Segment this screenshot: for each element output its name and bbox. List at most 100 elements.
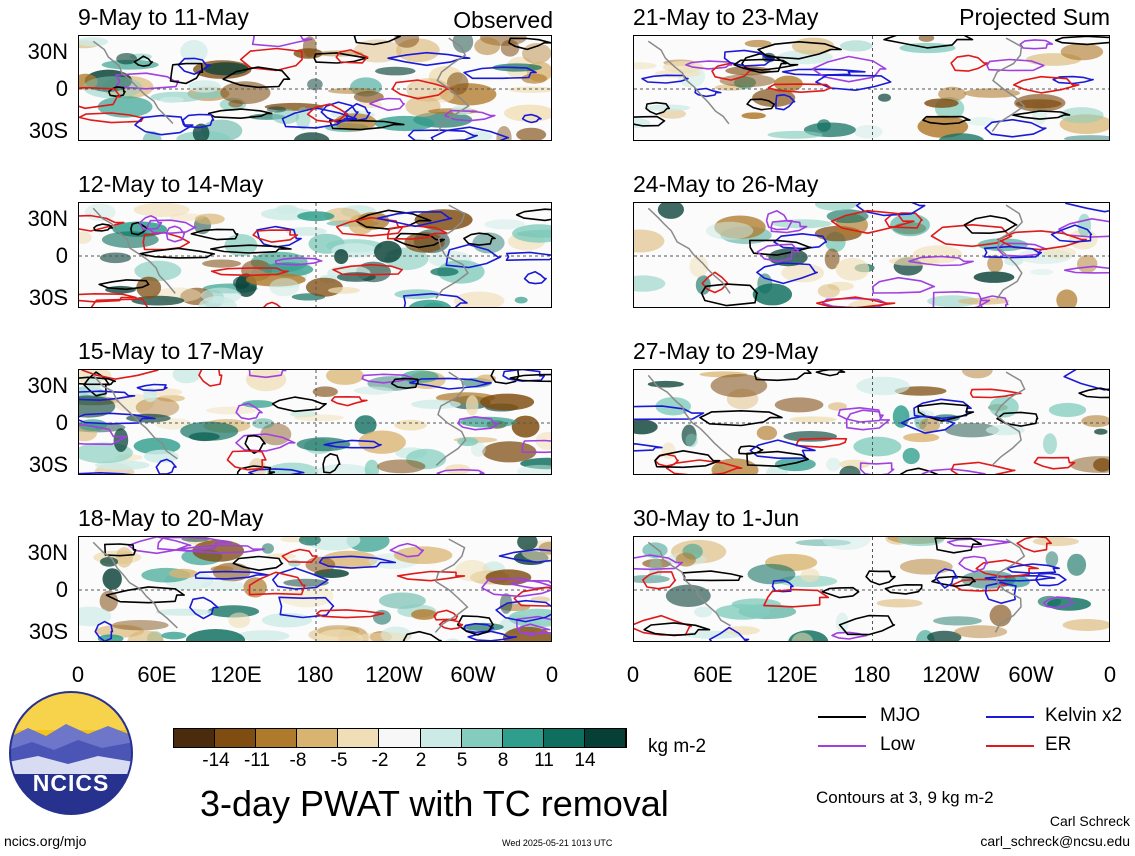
pwat-anomaly-blob bbox=[354, 386, 394, 395]
pwat-anomaly-blob bbox=[938, 86, 967, 102]
coastline bbox=[92, 374, 178, 460]
wave-contour bbox=[467, 630, 518, 641]
pwat-anomaly-blob bbox=[945, 423, 999, 438]
coastline bbox=[92, 541, 178, 629]
pwat-anomaly-blob bbox=[393, 546, 453, 564]
wave-contour bbox=[445, 243, 502, 269]
wave-contour bbox=[950, 54, 989, 72]
wave-contour bbox=[136, 383, 168, 392]
pwat-anomaly-blob bbox=[485, 569, 532, 586]
pwat-anomaly-blob bbox=[298, 537, 321, 546]
colorbar-units: kg m-2 bbox=[648, 736, 707, 757]
pwat-anomaly-blob bbox=[634, 419, 658, 435]
wave-contour bbox=[236, 465, 276, 474]
wave-contour bbox=[481, 577, 551, 598]
pwat-anomaly-blob bbox=[775, 457, 816, 472]
pwat-anomaly-blob bbox=[1048, 402, 1087, 418]
colorbar-swatch bbox=[297, 729, 339, 747]
pwat-anomaly-blob bbox=[430, 267, 459, 277]
pwat-anomaly-blob bbox=[97, 96, 153, 118]
wave-contour bbox=[515, 208, 551, 222]
lon-label-60e: 60E bbox=[137, 662, 177, 687]
wave-contour bbox=[997, 230, 1087, 251]
pwat-anomaly-blob bbox=[989, 604, 1012, 627]
pwat-anomaly-blob bbox=[828, 402, 847, 411]
pwat-anomaly-blob bbox=[919, 418, 940, 433]
pwat-anomaly-blob bbox=[967, 117, 997, 126]
pwat-anomaly-blob bbox=[312, 386, 338, 397]
wave-contour bbox=[767, 83, 832, 93]
pwat-anomaly-blob bbox=[305, 277, 343, 297]
wave-contour bbox=[322, 453, 341, 474]
pwat-anomaly-blob bbox=[261, 543, 274, 554]
timestamp: Wed 2025-05-21 1013 UTC bbox=[502, 838, 613, 848]
pwat-anomaly-blob bbox=[927, 295, 979, 307]
map-panel-8 bbox=[633, 536, 1110, 642]
pwat-anomaly-blob bbox=[521, 73, 548, 84]
map-panel-5 bbox=[633, 35, 1110, 141]
wave-contour bbox=[387, 51, 471, 67]
wave-contour bbox=[837, 407, 884, 423]
pwat-anomaly-blob bbox=[516, 127, 547, 140]
legend-label-er: ER bbox=[1045, 734, 1072, 755]
pwat-anomaly-blob bbox=[353, 91, 384, 103]
wave-contour bbox=[79, 86, 122, 110]
pwat-anomaly-blob bbox=[135, 397, 180, 418]
wave-contour bbox=[775, 94, 796, 111]
colorbar-swatch bbox=[502, 729, 544, 747]
pwat-anomaly-blob bbox=[817, 284, 840, 298]
wave-contour bbox=[1054, 36, 1109, 46]
coastline bbox=[434, 538, 469, 633]
wave-contour bbox=[369, 97, 405, 112]
wave-contour bbox=[104, 543, 137, 557]
observed-label: Observed bbox=[453, 7, 553, 33]
wave-contour bbox=[248, 370, 287, 379]
wave-contour bbox=[169, 62, 204, 85]
wave-contour bbox=[495, 599, 551, 623]
pwat-anomaly-blob bbox=[685, 433, 698, 448]
wave-contour bbox=[963, 215, 1018, 234]
pwat-anomaly-blob bbox=[202, 580, 245, 591]
coastline bbox=[647, 40, 730, 125]
pwat-anomaly-blob bbox=[1004, 256, 1024, 266]
wave-contour bbox=[708, 626, 750, 641]
map-panel-2 bbox=[78, 202, 552, 308]
pwat-anomaly-blob bbox=[445, 638, 460, 641]
pwat-anomaly-blob bbox=[1060, 43, 1104, 61]
wave-contour bbox=[665, 459, 743, 474]
pwat-anomaly-blob bbox=[405, 96, 441, 117]
wave-contour bbox=[984, 118, 1047, 138]
wave-contour bbox=[872, 276, 936, 294]
pwat-anomaly-blob bbox=[719, 74, 775, 88]
wave-contour bbox=[98, 279, 150, 291]
pwat-anomaly-blob bbox=[401, 370, 439, 383]
pwat-anomaly-blob bbox=[260, 423, 292, 446]
wave-contour bbox=[984, 574, 1056, 582]
pwat-anomaly-blob bbox=[902, 447, 920, 465]
pwat-anomaly-blob bbox=[296, 437, 351, 452]
wave-contour bbox=[756, 262, 818, 285]
wave-contour bbox=[79, 376, 117, 386]
pwat-anomaly-blob bbox=[504, 104, 551, 122]
pwat-anomaly-blob bbox=[157, 394, 185, 402]
pwat-anomaly-blob bbox=[354, 415, 377, 435]
pwat-anomaly-blob bbox=[774, 397, 824, 413]
pwat-anomaly-blob bbox=[516, 464, 551, 474]
wave-contour bbox=[1058, 218, 1109, 238]
pwat-anomaly-blob bbox=[961, 370, 993, 379]
pwat-anomaly-blob bbox=[663, 61, 704, 74]
pwat-anomaly-blob bbox=[210, 565, 234, 573]
wave-contour bbox=[396, 570, 466, 582]
pwat-anomaly-blob bbox=[375, 115, 435, 132]
wave-contour bbox=[463, 622, 495, 634]
colorbar-swatch bbox=[379, 729, 421, 747]
wave-contour bbox=[733, 58, 799, 71]
wave-contour bbox=[1050, 224, 1093, 243]
lon-label-180: 180 bbox=[853, 662, 891, 687]
wave-contour bbox=[306, 103, 349, 123]
pwat-anomaly-blob bbox=[194, 213, 225, 225]
pwat-anomaly-blob bbox=[933, 616, 982, 626]
wave-contour bbox=[984, 581, 1017, 604]
pwat-anomaly-blob bbox=[480, 393, 535, 411]
wave-contour bbox=[884, 584, 923, 595]
